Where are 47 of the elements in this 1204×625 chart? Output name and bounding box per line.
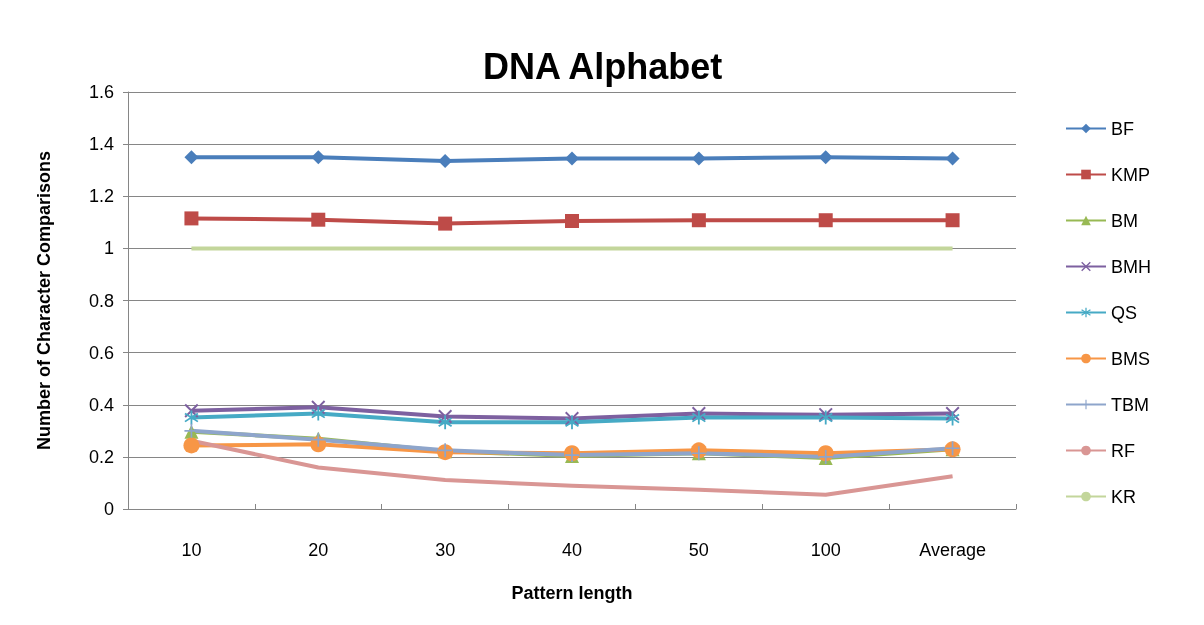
point: [311, 150, 326, 165]
point: [311, 406, 326, 421]
y-tick-label: 1.2: [88, 186, 114, 207]
y-tick-label: 1.4: [88, 134, 114, 155]
x-tick-label: 100: [810, 540, 841, 560]
point: [945, 151, 960, 166]
point: [818, 213, 833, 228]
y-axis-title: Number of Character Comparisons: [34, 150, 54, 451]
x-tick-label: 50: [688, 540, 709, 560]
legend-label: BF: [1111, 118, 1135, 139]
y-tick-label: 0.8: [88, 290, 114, 311]
x-axis-title: Pattern length: [511, 583, 633, 603]
point: [818, 150, 833, 165]
point: [691, 151, 706, 166]
point: [438, 216, 453, 231]
y-tick-label: 0: [103, 499, 114, 519]
point: [565, 151, 579, 166]
point: [311, 212, 326, 227]
point: [565, 214, 579, 229]
legend-label: RF: [1111, 440, 1135, 461]
legend-label: KMP: [1111, 164, 1151, 185]
x-tick-label: 40: [561, 540, 583, 560]
legend-label: BMS: [1111, 348, 1151, 369]
point: [691, 213, 706, 228]
point: [945, 213, 960, 228]
x-tick-label: 10: [181, 540, 202, 560]
chart-title: DNA Alphabet: [483, 45, 723, 87]
point: [691, 410, 706, 425]
legend-label: BM: [1111, 210, 1138, 231]
x-tick-label: Average: [919, 540, 986, 560]
point: [184, 150, 199, 165]
legend-label: BMH: [1111, 256, 1151, 277]
point: [438, 415, 453, 430]
x-tick-label: 30: [435, 540, 456, 560]
point: [184, 211, 199, 226]
point: [183, 437, 200, 454]
legend-label: TBM: [1111, 394, 1149, 415]
x-tick-label: 20: [308, 540, 329, 560]
y-tick-label: 1.6: [88, 82, 114, 102]
point: [438, 154, 453, 169]
y-tick-label: 1: [103, 238, 114, 259]
point: [565, 415, 579, 430]
y-tick-label: 0.2: [88, 446, 114, 467]
y-tick-label: 0.6: [88, 342, 114, 363]
legend-label: KR: [1111, 486, 1137, 507]
legend-label: QS: [1111, 302, 1138, 323]
y-tick-label: 0.4: [88, 394, 114, 415]
